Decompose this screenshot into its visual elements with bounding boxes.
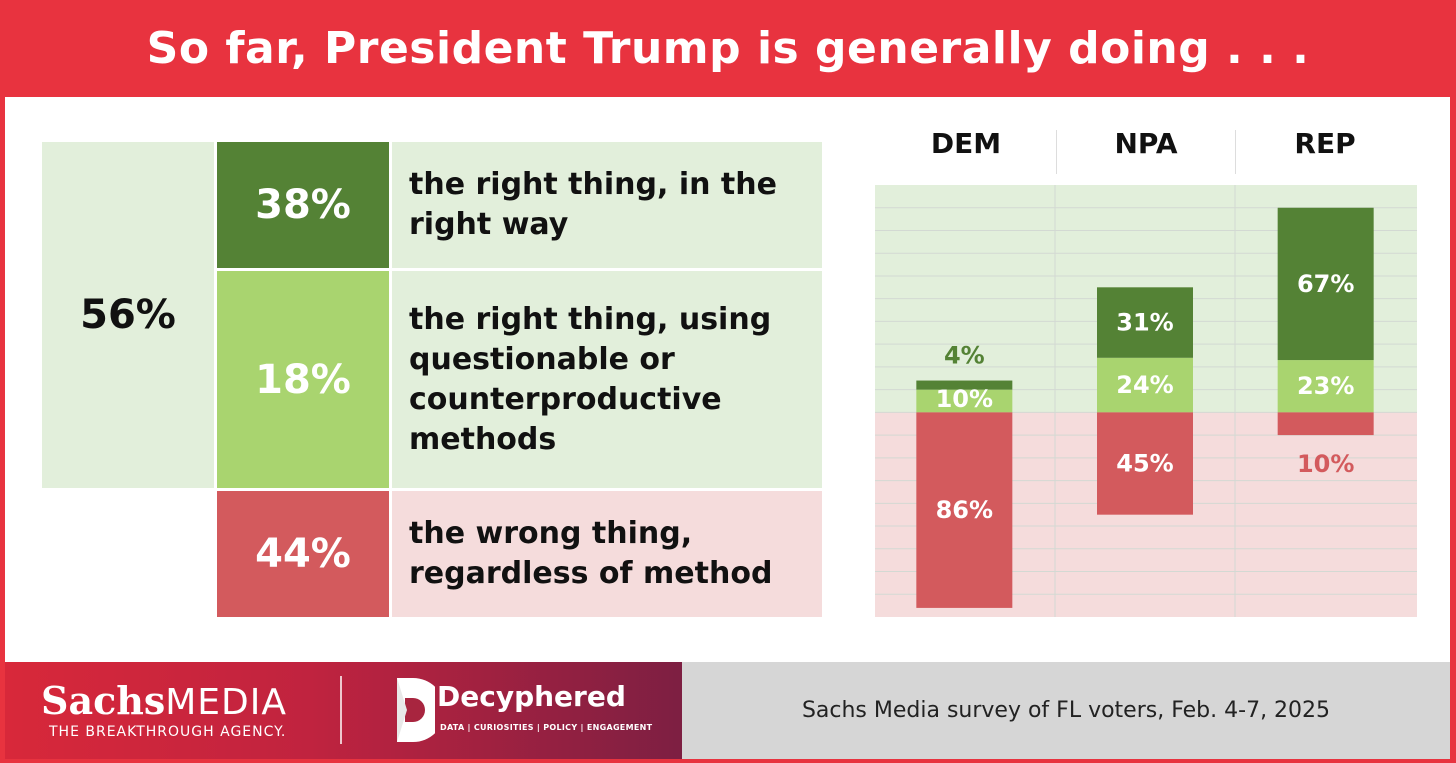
label-line: the wrong thing, bbox=[409, 516, 693, 551]
decyphered-tagline: DATA | CURIOSITIES | POLICY | ENGAGEMENT bbox=[440, 723, 653, 732]
label-line: questionable or bbox=[409, 341, 675, 377]
pct-right-questionable: 18% bbox=[217, 271, 389, 488]
pct-wrong-thing: 44% bbox=[217, 491, 389, 617]
bar-dem-right-questionable bbox=[916, 389, 1013, 413]
bar-dem-wrong-thing bbox=[916, 412, 1013, 608]
data-label-npa-right-questionable: 24% bbox=[1116, 371, 1173, 399]
column-divider bbox=[1235, 130, 1236, 174]
label-wrong-thing: the wrong thing, regardless of method bbox=[392, 491, 822, 617]
data-label-npa-wrong-thing: 45% bbox=[1116, 450, 1173, 478]
column-header-npa: NPA bbox=[1114, 127, 1178, 160]
footer-brand-area: SachsMEDIA THE BREAKTHROUGH AGENCY. Decy… bbox=[5, 662, 682, 759]
sachs-media-logo: SachsMEDIA bbox=[41, 678, 288, 723]
label-line: regardless of method bbox=[409, 556, 773, 591]
decyphered-logo-text: Decyphered bbox=[437, 680, 626, 713]
label-line: the right thing, using bbox=[409, 301, 772, 337]
label-line: counterproductive bbox=[409, 381, 722, 417]
label-line: right way bbox=[409, 207, 569, 242]
source-note: Sachs Media survey of FL voters, Feb. 4-… bbox=[801, 698, 1331, 723]
bar-rep-right-way bbox=[1277, 207, 1374, 361]
bar-rep-wrong-thing bbox=[1277, 412, 1374, 436]
label-right-questionable: the right thing, using questionable or c… bbox=[392, 271, 822, 488]
sachs-media-tagline: THE BREAKTHROUGH AGENCY. bbox=[49, 724, 287, 740]
bar-npa-wrong-thing bbox=[1097, 412, 1193, 515]
logo-divider bbox=[340, 676, 342, 744]
total-right-box: 56% bbox=[42, 142, 214, 488]
data-label-dem-right-questionable: 10% bbox=[936, 385, 993, 413]
total-right-value: 56% bbox=[80, 292, 176, 338]
data-label-npa-right-way: 31% bbox=[1116, 309, 1173, 337]
label-line: the right thing, in the bbox=[409, 167, 777, 202]
column-divider bbox=[1056, 130, 1057, 174]
bar-npa-right-way bbox=[1097, 287, 1193, 358]
data-label-dem-right-way: 4% bbox=[944, 342, 985, 370]
data-label-dem-wrong-thing: 86% bbox=[936, 496, 993, 524]
bar-dem-right-way bbox=[916, 380, 1013, 390]
chart-title: So far, President Trump is generally doi… bbox=[146, 23, 1310, 74]
data-label-rep-wrong-thing: 10% bbox=[1297, 450, 1354, 478]
decyphered-logo-icon bbox=[397, 678, 435, 742]
party-breakdown-chart: 4% 10% 86% 31% 24% 45% 67% 23% 10% bbox=[875, 185, 1417, 617]
content-panel: 56% 38% the right thing, in the right wa… bbox=[5, 97, 1450, 662]
pct-right-way: 38% bbox=[217, 142, 389, 268]
column-header-rep: REP bbox=[1294, 127, 1356, 160]
data-label-rep-right-questionable: 23% bbox=[1297, 372, 1354, 400]
footer-source-area: Sachs Media survey of FL voters, Feb. 4-… bbox=[682, 662, 1450, 759]
header-banner: So far, President Trump is generally doi… bbox=[0, 0, 1456, 97]
bar-rep-right-questionable bbox=[1277, 360, 1374, 413]
label-line: methods bbox=[409, 421, 557, 457]
data-label-rep-right-way: 67% bbox=[1297, 270, 1354, 298]
bar-npa-right-questionable bbox=[1097, 357, 1193, 413]
label-right-way: the right thing, in the right way bbox=[392, 142, 822, 268]
column-header-dem: DEM bbox=[930, 127, 1002, 160]
